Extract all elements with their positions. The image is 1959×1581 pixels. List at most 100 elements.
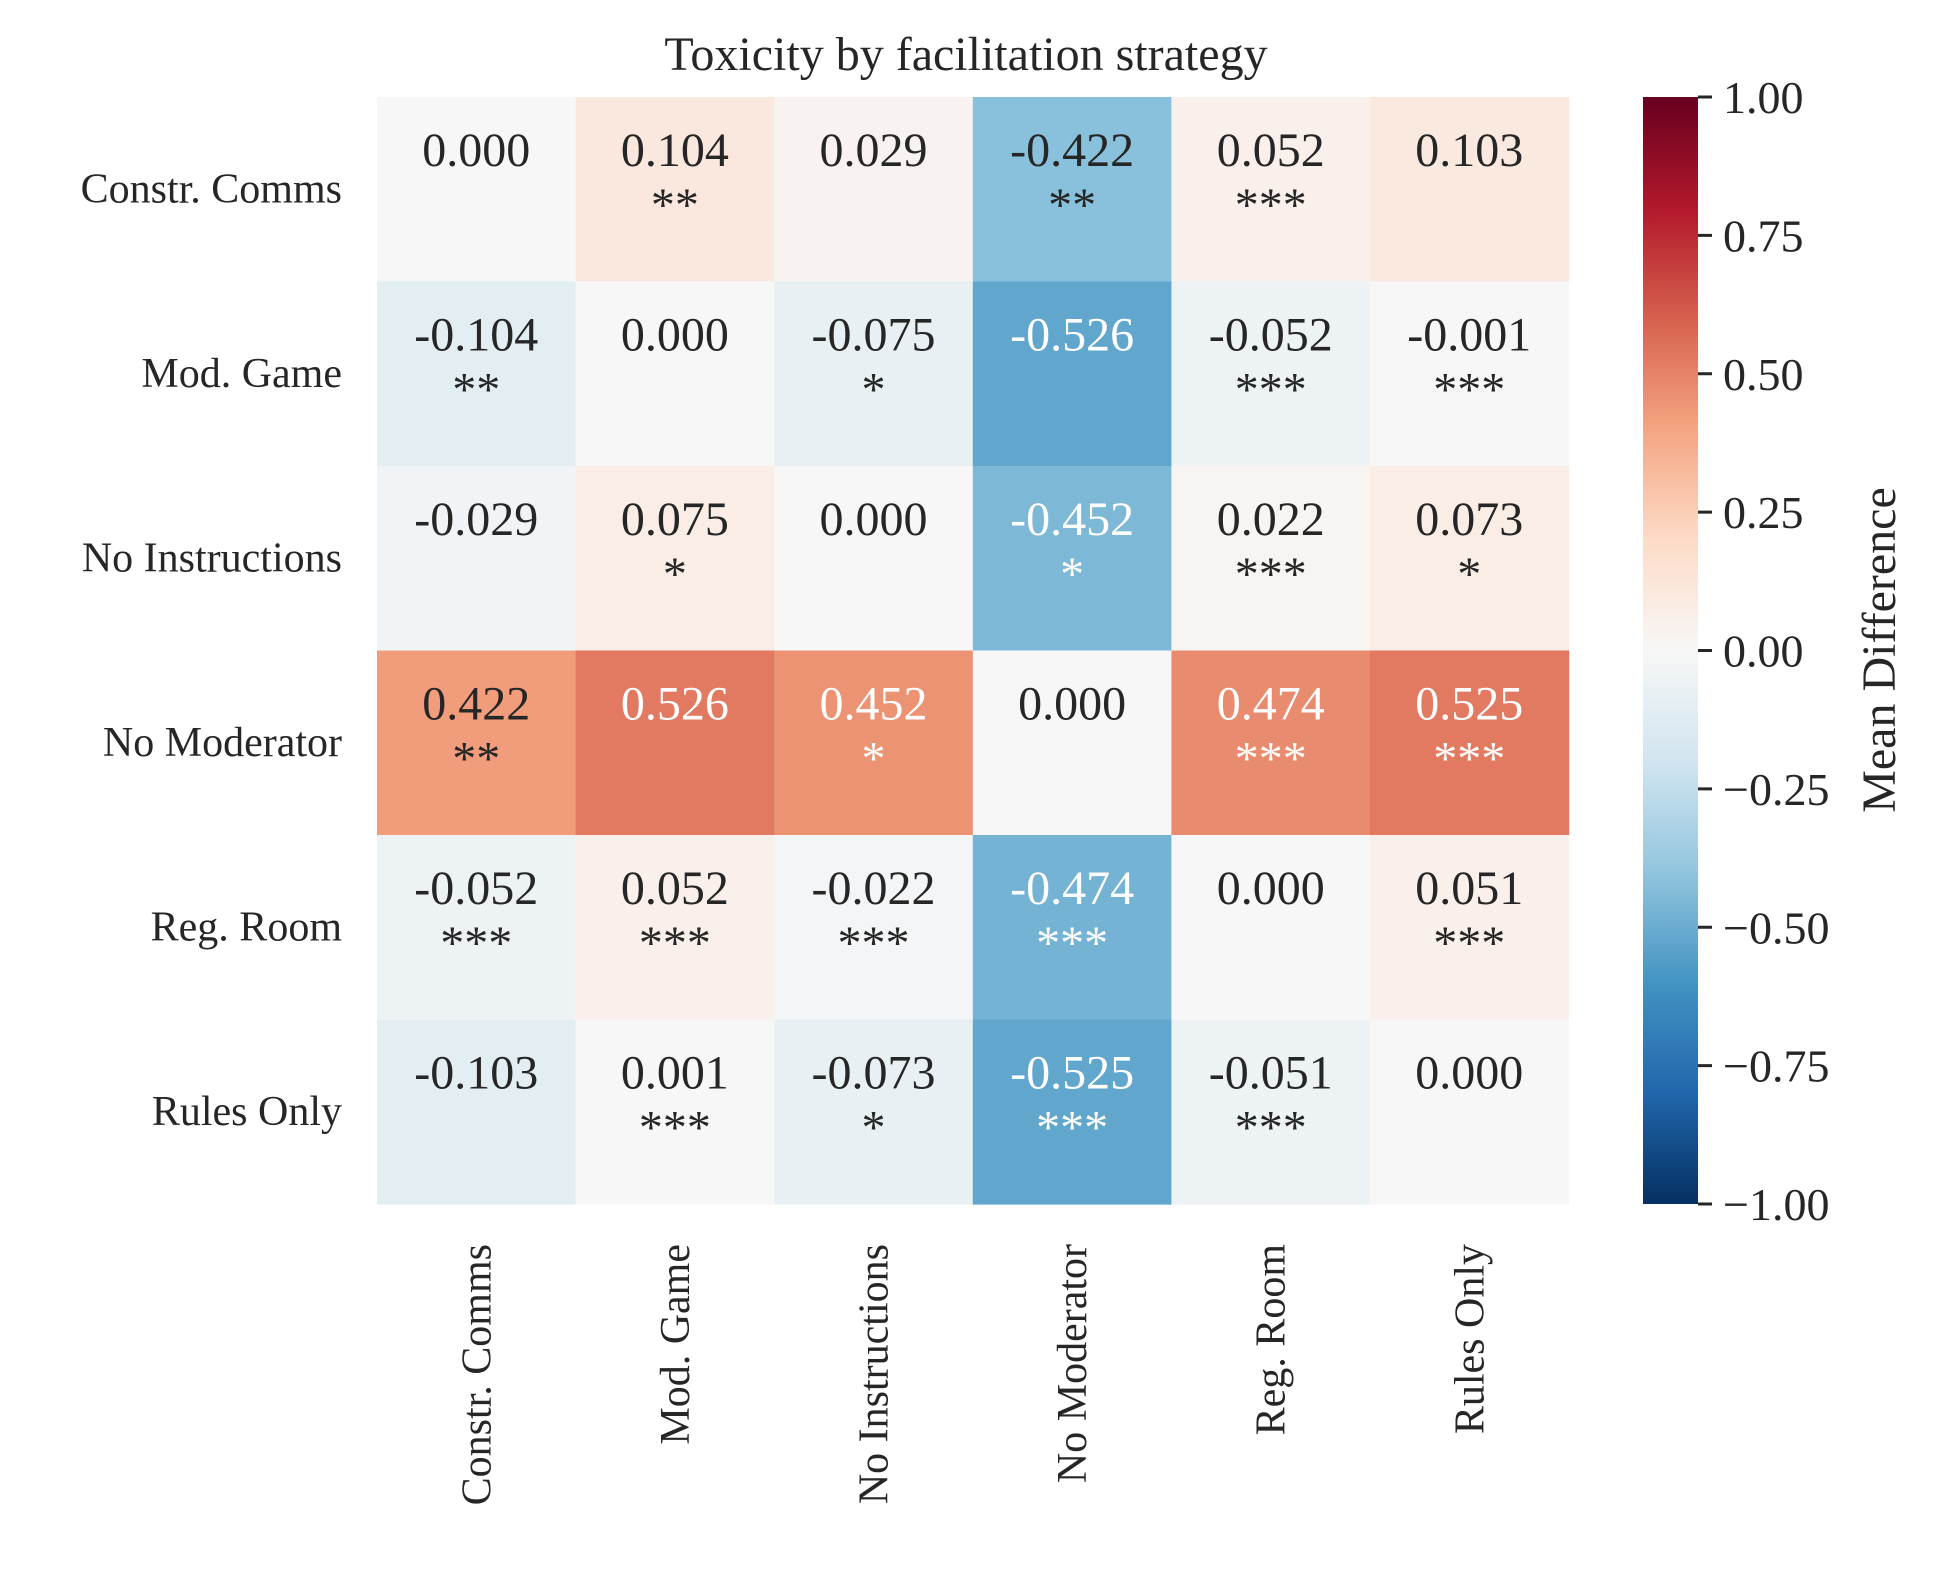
cell-value-label: -0.103 [414,1047,538,1100]
cell-value-label: 0.103 [1415,124,1523,177]
cell-value-label: 0.052 [621,862,729,915]
heatmap-cells: 0.000 0.104**0.029 -0.422**0.052***0.103-0… [377,97,1570,1205]
heatmap-cell-rect [972,466,1172,652]
heatmap-cell: -0.452* [972,466,1172,652]
heatmap-cell: 0.104** [575,97,775,283]
colorbar-tick-label: −0.50 [1723,902,1829,953]
heatmap-cell: -0.052*** [1171,281,1371,467]
row-labels: Constr. Comms Mod. Game No Instructions No … [81,166,343,1135]
heatmap-cell-rect [972,97,1172,283]
cell-significance-label: * [862,1102,886,1155]
heatmap-cell-rect [774,466,974,652]
heatmap-cell: -0.422** [972,97,1172,283]
heatmap-cell: -0.051*** [1171,1019,1371,1205]
cell-significance-label: *** [1235,733,1307,786]
heatmap-cell-rect [377,466,577,652]
cell-value-label: -0.525 [1010,1047,1134,1100]
colorbar-tick-label: 0.00 [1723,626,1804,677]
cell-value-label: 0.000 [422,124,530,177]
heatmap-cell: 0.052*** [1171,97,1371,283]
heatmap-cell: -0.073* [774,1019,974,1205]
heatmap-cell: -0.103 [377,1019,577,1205]
colorbar-tick-label: 0.75 [1723,210,1804,261]
heatmap-cell: 0.001*** [575,1019,775,1205]
row-label: No Moderator [103,720,342,766]
cell-significance-label: * [1060,548,1084,601]
heatmap-cell-rect [1171,835,1371,1021]
heatmap-cell: 0.000 [1171,835,1371,1021]
row-label: Rules Only [152,1089,342,1135]
heatmap-cell: 0.052*** [575,835,775,1021]
heatmap-cell: 0.051*** [1370,835,1570,1021]
cell-value-label: 0.000 [1018,678,1126,731]
cell-value-label: -0.452 [1010,493,1134,546]
heatmap-cell: 0.022*** [1171,466,1371,652]
heatmap-cell: 0.526 [575,650,775,836]
cell-value-label: 0.001 [621,1047,729,1100]
colorbar-tick-label: 0.50 [1723,349,1804,400]
row-label: No Instructions [82,535,342,581]
cell-significance-label: *** [1036,917,1108,970]
cell-significance-label: ** [1048,179,1096,232]
heatmap-cell-rect [774,281,974,467]
cell-significance-label: *** [1235,548,1307,601]
heatmap-cell-rect [377,97,577,283]
heatmap-cell: 0.103 [1370,97,1570,283]
column-label: No Instructions [852,1244,898,1504]
column-label: Rules Only [1447,1244,1493,1434]
cell-value-label: -0.073 [812,1047,936,1100]
heatmap-cell: 0.000 [1370,1019,1570,1205]
heatmap-cell-rect [972,1019,1172,1205]
row-label: Constr. Comms [81,166,342,212]
heatmap-cell-rect [377,650,577,836]
colorbar-tick-label: 0.25 [1723,487,1804,538]
colorbar-gradient [1643,97,1698,1204]
heatmap-cell: -0.526 [972,281,1172,467]
cell-significance-label: *** [639,917,711,970]
heatmap-cell-rect [575,650,775,836]
cell-value-label: -0.526 [1010,309,1134,362]
cell-value-label: -0.051 [1209,1047,1333,1100]
heatmap-cell: -0.052*** [377,835,577,1021]
column-label: Constr. Comms [454,1244,500,1505]
heatmap-cell: 0.075* [575,466,775,652]
cell-value-label: 0.073 [1415,493,1523,546]
heatmap-cell: -0.022*** [774,835,974,1021]
cell-value-label: 0.104 [621,124,729,177]
colorbar-ticks: 1.00 0.75 0.50 0.25 0.00 −0.25 −0.50 −0.75 −1.00 [1698,72,1829,1230]
heatmap-cell-rect [774,650,974,836]
heatmap-cell-rect [972,281,1172,467]
cell-significance-label: *** [1235,1102,1307,1155]
colorbar-tick-label: −1.00 [1723,1179,1829,1230]
heatmap-cell: -0.474*** [972,835,1172,1021]
cell-significance-label: *** [440,917,512,970]
heatmap-cell: -0.525*** [972,1019,1172,1205]
heatmap-cell: -0.104** [377,281,577,467]
heatmap-cell: 0.474*** [1171,650,1371,836]
row-label: Reg. Room [151,904,343,950]
heatmap-cell: 0.452* [774,650,974,836]
cell-value-label: 0.000 [820,493,928,546]
cell-value-label: 0.052 [1217,124,1325,177]
cell-value-label: -0.422 [1010,124,1134,177]
cell-significance-label: ** [452,733,500,786]
heatmap-cell: 0.422** [377,650,577,836]
cell-value-label: -0.001 [1407,309,1531,362]
cell-value-label: 0.000 [1217,862,1325,915]
heatmap-cell-rect [377,1019,577,1205]
colorbar-tick-label: 1.00 [1723,72,1804,123]
heatmap-cell-rect [575,835,775,1021]
column-label: No Moderator [1050,1244,1096,1483]
cell-value-label: 0.000 [621,309,729,362]
heatmap-cell-rect [1370,97,1570,283]
colorbar: 1.00 0.75 0.50 0.25 0.00 −0.25 −0.50 −0.75 −1.00… [1643,72,1906,1230]
cell-value-label: 0.029 [820,124,928,177]
heatmap-cell-rect [972,650,1172,836]
cell-significance-label: ** [452,364,500,417]
cell-significance-label: * [862,733,886,786]
heatmap-cell: 0.525*** [1370,650,1570,836]
column-label: Mod. Game [653,1244,699,1445]
heatmap-cell-rect [1171,281,1371,467]
heatmap-cell: -0.001*** [1370,281,1570,467]
